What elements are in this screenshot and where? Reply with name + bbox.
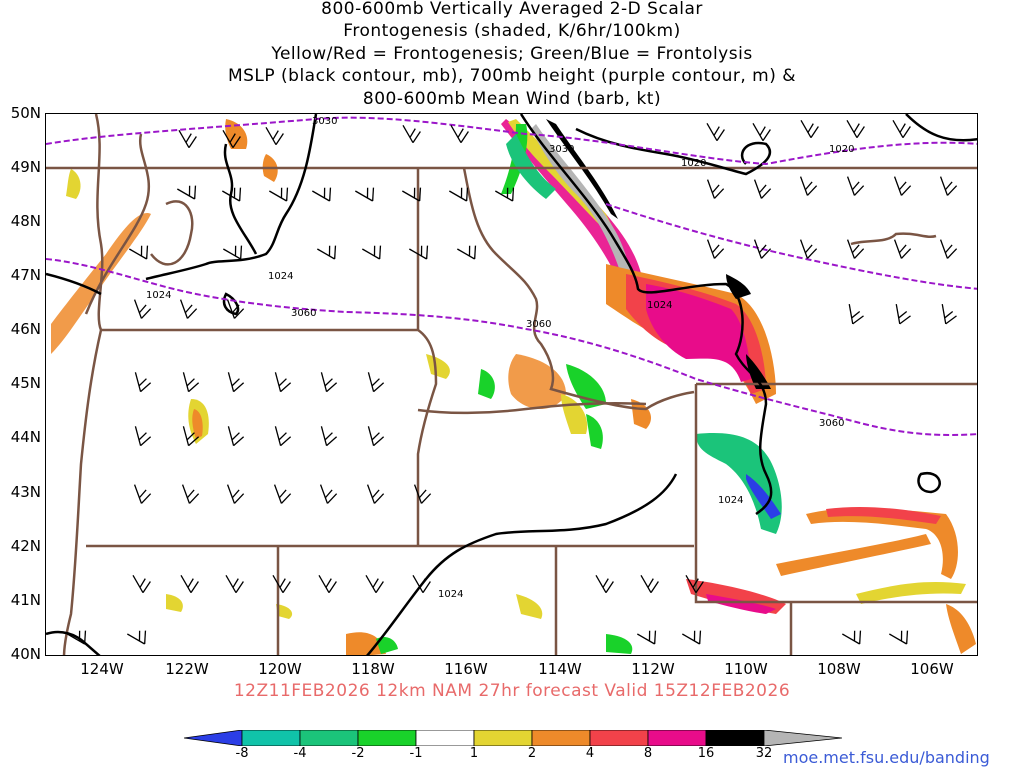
colorbar-label-32: 32 bbox=[755, 746, 773, 761]
lon-label-120w: 120W bbox=[258, 660, 302, 678]
lon-label-124w: 124W bbox=[80, 660, 124, 678]
colorbar-label-1: 1 bbox=[469, 746, 479, 761]
lon-label-108w: 108W bbox=[817, 660, 861, 678]
colorbar-swatch-9 bbox=[647, 730, 707, 746]
title-line-1: 800-600mb Vertically Averaged 2-D Scalar bbox=[321, 0, 703, 19]
mslp-label-1024-b: 1024 bbox=[146, 290, 171, 301]
lat-label-44n: 44N bbox=[10, 428, 41, 446]
colorbar-swatch-3 bbox=[299, 730, 359, 746]
mslp-label-1024-d: 1024 bbox=[718, 495, 743, 506]
lat-label-48n: 48N bbox=[10, 212, 41, 230]
frontogenesis-shading bbox=[51, 119, 976, 655]
colorbar-swatch-8 bbox=[589, 730, 649, 746]
colorbar-label-m2: -2 bbox=[351, 746, 365, 761]
colorbar-swatch-2 bbox=[241, 730, 301, 746]
lat-label-45n: 45N bbox=[10, 374, 41, 392]
colorbar-label-m8: -8 bbox=[235, 746, 249, 761]
colorbar-swatch-1 bbox=[184, 730, 243, 746]
mslp-label-1020-a: 1020 bbox=[681, 158, 706, 169]
height-label-3060-b: 3060 bbox=[526, 319, 551, 330]
mslp-label-1024-e: 1024 bbox=[438, 589, 463, 600]
height-contours bbox=[46, 116, 977, 436]
lat-label-40n: 40N bbox=[10, 645, 41, 663]
lat-label-47n: 47N bbox=[10, 266, 41, 284]
lon-label-116w: 116W bbox=[444, 660, 488, 678]
lon-label-112w: 112W bbox=[631, 660, 675, 678]
mslp-label-1020-b: 1020 bbox=[829, 144, 854, 155]
lon-label-122w: 122W bbox=[165, 660, 209, 678]
lon-label-110w: 110W bbox=[724, 660, 768, 678]
lon-label-106w: 106W bbox=[910, 660, 954, 678]
lon-label-114w: 114W bbox=[538, 660, 582, 678]
colorbar-label-m1: -1 bbox=[409, 746, 423, 761]
lon-label-118w: 118W bbox=[351, 660, 395, 678]
colorbar bbox=[184, 730, 842, 746]
height-label-3060-c: 3060 bbox=[819, 418, 844, 429]
source-credit: moe.met.fsu.edu/banding bbox=[783, 748, 990, 767]
colorbar-label-m4: -4 bbox=[293, 746, 307, 761]
lat-label-43n: 43N bbox=[10, 483, 41, 501]
lat-label-50n: 50N bbox=[10, 104, 41, 122]
colorbar-swatch-5 bbox=[415, 730, 475, 746]
lat-label-42n: 42N bbox=[10, 537, 41, 555]
state-borders bbox=[46, 114, 977, 655]
mslp-label-1024-c: 1024 bbox=[647, 300, 672, 311]
colorbar-swatch-10 bbox=[705, 730, 765, 746]
colorbar-swatch-4 bbox=[357, 730, 417, 746]
title-line-2: Frontogenesis (shaded, K/6hr/100km) bbox=[343, 21, 681, 41]
colorbar-label-2: 2 bbox=[527, 746, 537, 761]
title-line-5: 800-600mb Mean Wind (barb, kt) bbox=[362, 89, 662, 109]
height-label-3030-b: 3030 bbox=[549, 144, 574, 155]
mslp-contours bbox=[46, 114, 977, 655]
colorbar-swatch-11 bbox=[763, 730, 842, 746]
colorbar-label-4: 4 bbox=[585, 746, 595, 761]
colorbar-label-8: 8 bbox=[643, 746, 653, 761]
lat-label-46n: 46N bbox=[10, 320, 41, 338]
colorbar-swatch-7 bbox=[531, 730, 591, 746]
mslp-label-1024-a: 1024 bbox=[268, 271, 293, 282]
height-label-3030-a: 3030 bbox=[312, 116, 337, 127]
colorbar-swatch-6 bbox=[473, 730, 533, 746]
forecast-valid-line: 12Z11FEB2026 12km NAM 27hr forecast Vali… bbox=[233, 681, 791, 701]
lat-label-41n: 41N bbox=[10, 591, 41, 609]
title-line-3: Yellow/Red = Frontogenesis; Green/Blue =… bbox=[271, 44, 753, 64]
colorbar-label-16: 16 bbox=[697, 746, 715, 761]
lat-label-49n: 49N bbox=[10, 158, 41, 176]
map-frame: 1020 1020 1024 1024 1024 1024 1024 3030 … bbox=[45, 113, 978, 656]
height-label-3060-a: 3060 bbox=[291, 308, 316, 319]
frontogenesis-map: 1020 1020 1024 1024 1024 1024 1024 3030 … bbox=[46, 114, 977, 655]
title-line-4: MSLP (black contour, mb), 700mb height (… bbox=[227, 66, 797, 86]
